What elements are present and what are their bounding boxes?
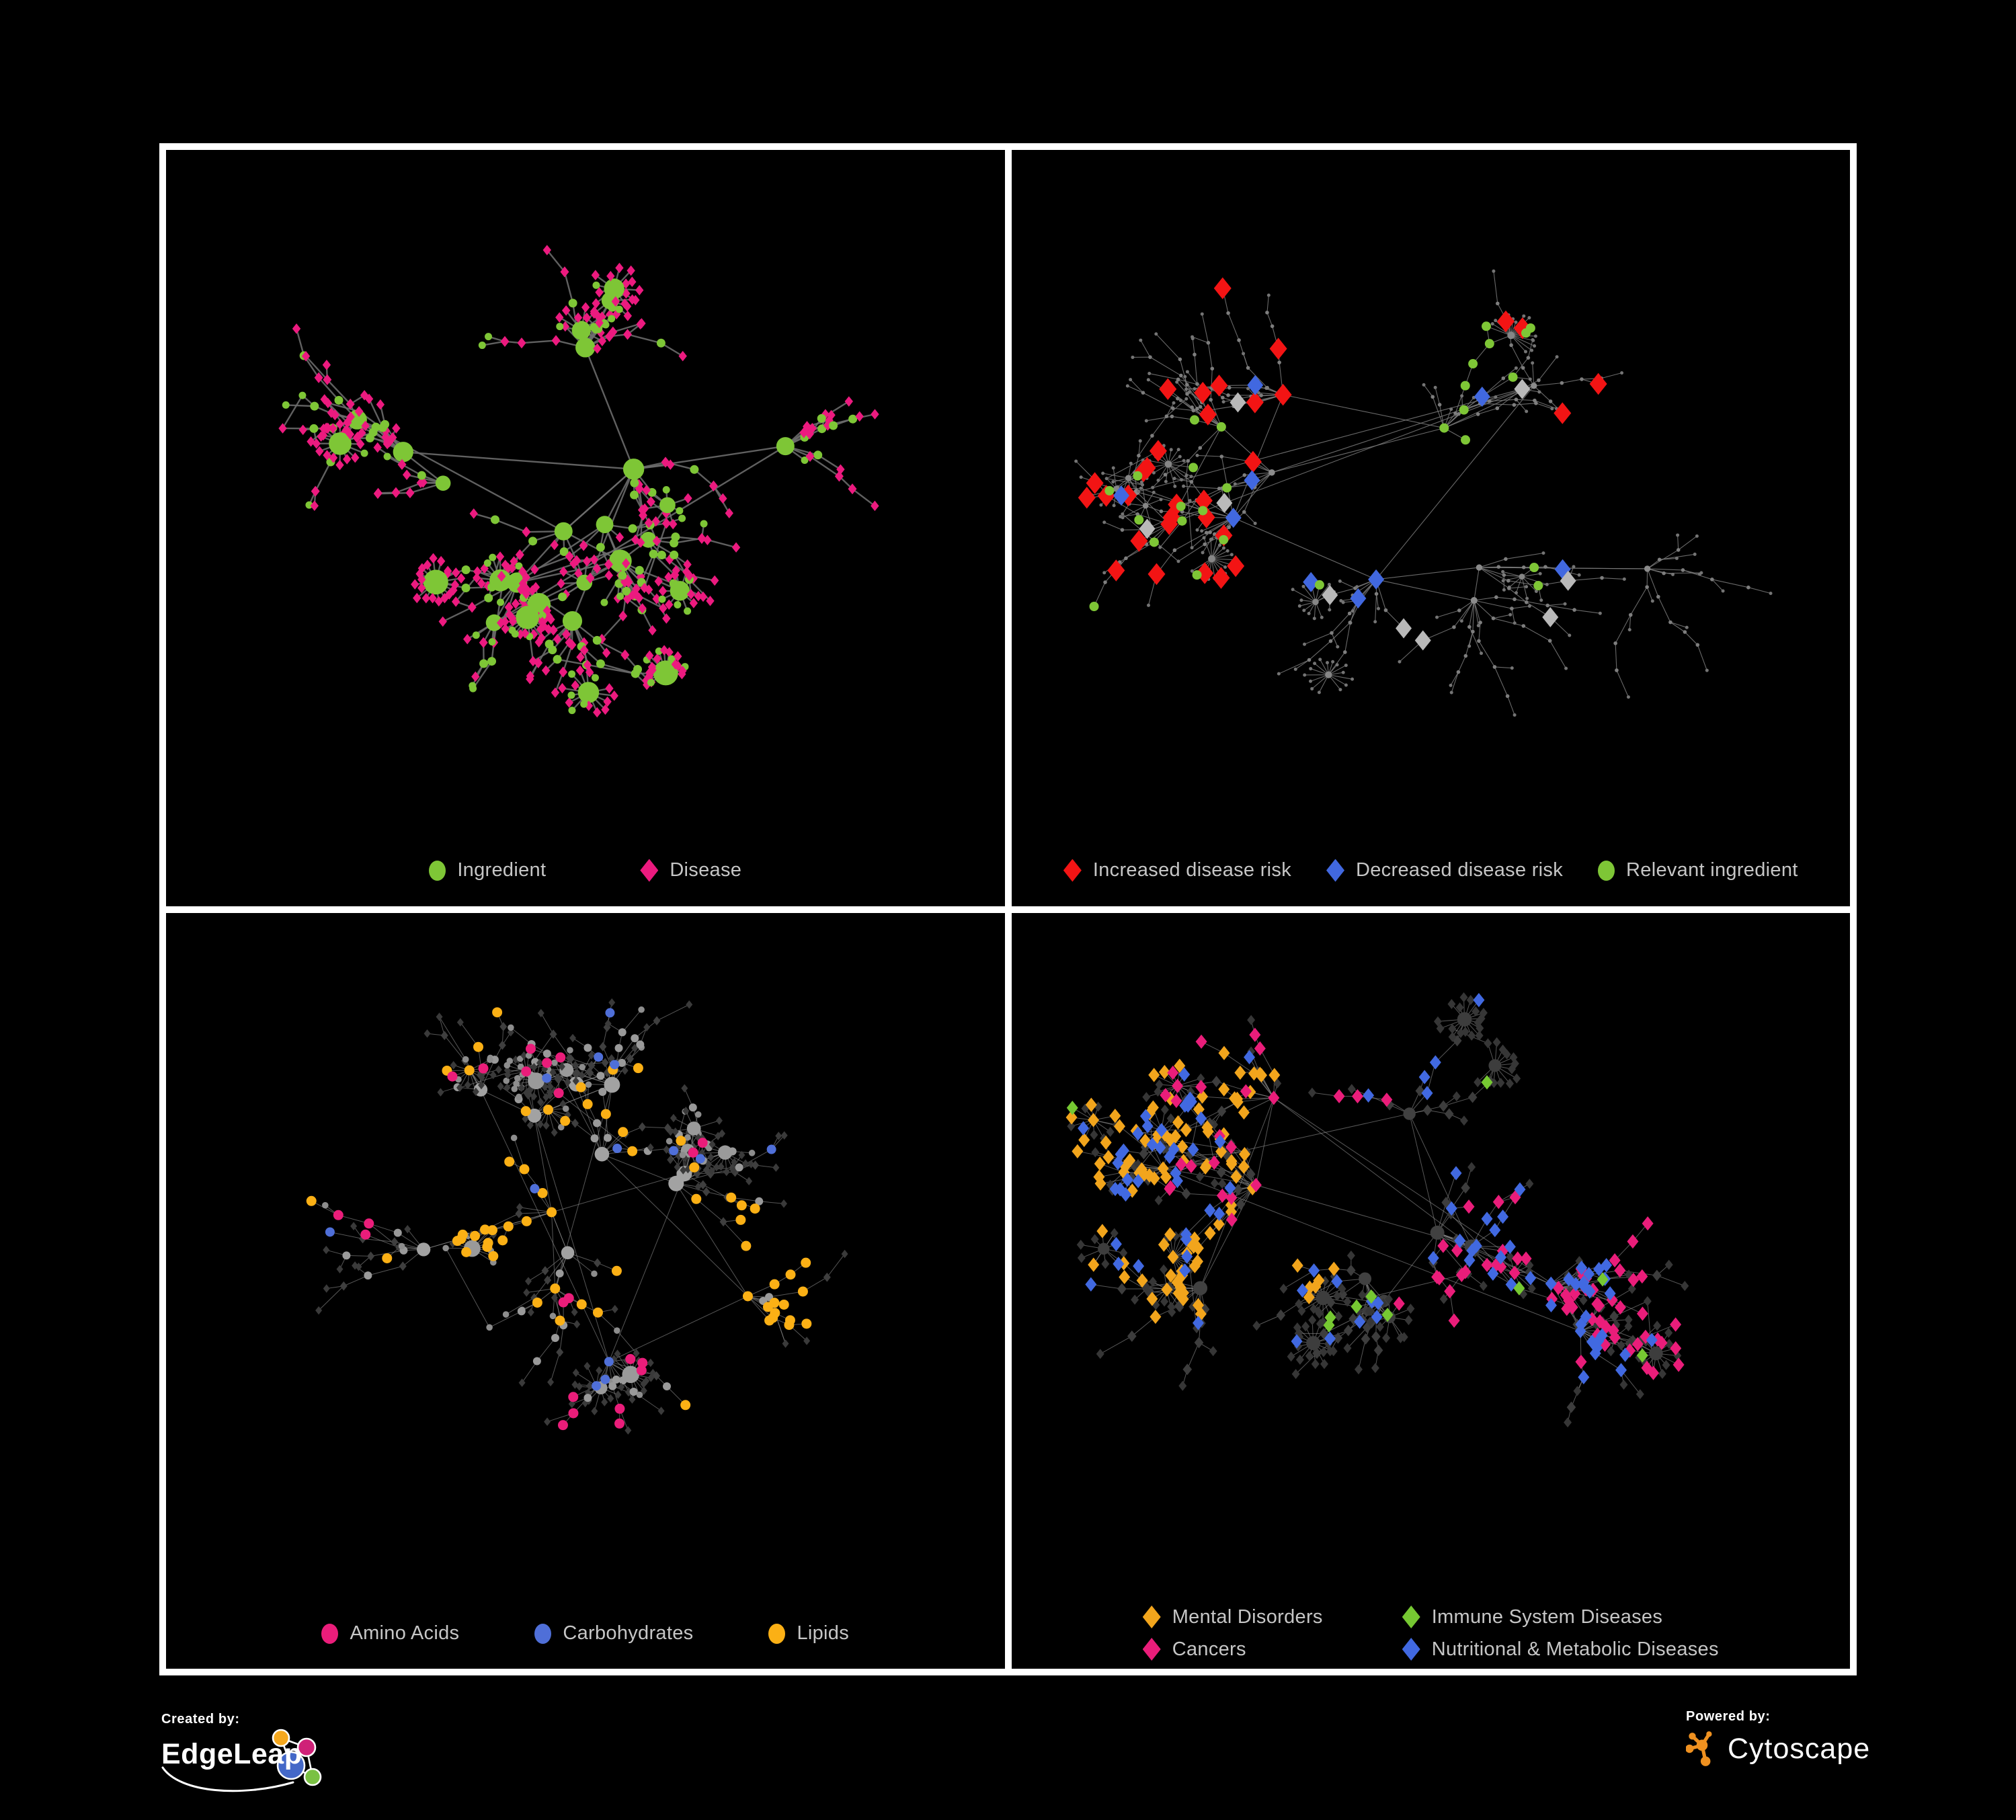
cytoscape-lockup: Cytoscape [1686, 1730, 1870, 1768]
legend-label-cancers: Cancers [1172, 1638, 1246, 1660]
legend-item-immune-system-diseases: Immune System Diseases [1402, 1606, 1719, 1628]
immune-system-diseases-swatch-icon [1402, 1606, 1420, 1628]
panel-macronutrient-network: Amino Acids Carbohydrates Lipids [166, 912, 1005, 1669]
ingredient-disease-network-graph [278, 245, 879, 718]
legend-item-disease: Disease [640, 859, 741, 882]
legend-label-carbohydrates: Carbohydrates [563, 1622, 694, 1644]
legend-label-mental-disorders: Mental Disorders [1172, 1606, 1323, 1628]
legend-disease-risk: Increased disease risk Decreased disease… [1012, 859, 1851, 882]
legend-label-decreased-risk: Decreased disease risk [1356, 859, 1564, 881]
cytoscape-wordmark: Cytoscape [1728, 1732, 1871, 1765]
legend-label-lipids: Lipids [797, 1622, 850, 1644]
legend-label-relevant-ingredient: Relevant ingredient [1626, 859, 1798, 881]
legend-disease-categories: Mental Disorders Immune System Diseases … [1012, 1606, 1851, 1661]
cytoscape-logo-icon [1686, 1731, 1712, 1766]
legend-label-increased-risk: Increased disease risk [1092, 859, 1292, 881]
decreased-risk-swatch-icon [1326, 859, 1345, 882]
edgeleap-logo-icon [161, 1729, 322, 1792]
edgeleap-wordmark: EdgeLeap [161, 1738, 303, 1770]
macronutrient-network-graph [306, 998, 848, 1435]
powered-by-block: Powered by: Cytoscape [1686, 1709, 1870, 1768]
disease-risk-network-graph [1074, 269, 1773, 717]
panel-ingredient-disease-network: Ingredient Disease [166, 150, 1005, 906]
legend-item-carbohydrates: Carbohydrates [534, 1622, 693, 1645]
cancers-swatch-icon [1142, 1638, 1161, 1661]
edgeleap-lockup: EdgeLeap [161, 1729, 343, 1798]
legend-item-decreased-risk: Decreased disease risk [1326, 859, 1563, 882]
legend-label-disease: Disease [670, 859, 742, 881]
increased-risk-swatch-icon [1063, 859, 1082, 882]
relevant-ingredient-swatch-icon [1598, 860, 1615, 881]
lipids-swatch-icon [768, 1623, 786, 1644]
panel-grid: Ingredient Disease Increased disease ris… [159, 143, 1857, 1675]
amino-acids-swatch-icon [321, 1623, 339, 1644]
legend-item-relevant-ingredient: Relevant ingredient [1598, 859, 1798, 881]
legend-ingredient-disease: Ingredient Disease [166, 859, 1005, 882]
carbohydrates-swatch-icon [534, 1623, 552, 1644]
legend-label-ingredient: Ingredient [457, 859, 547, 881]
legend-macronutrients: Amino Acids Carbohydrates Lipids [166, 1622, 1005, 1645]
legend-item-lipids: Lipids [768, 1622, 849, 1645]
legend-label-immune-system-diseases: Immune System Diseases [1431, 1606, 1663, 1628]
panel-disease-category-network: Mental Disorders Immune System Diseases … [1011, 912, 1851, 1669]
ingredient-swatch-icon [429, 860, 446, 881]
mental-disorders-swatch-icon [1142, 1606, 1161, 1628]
created-by-block: Created by: EdgeLeap [161, 1712, 343, 1798]
legend-item-amino-acids: Amino Acids [321, 1622, 459, 1645]
created-by-label: Created by: [161, 1712, 240, 1727]
legend-item-cancers: Cancers [1142, 1638, 1323, 1661]
legend-item-nutritional-metabolic-diseases: Nutritional & Metabolic Diseases [1402, 1638, 1719, 1661]
legend-label-amino-acids: Amino Acids [350, 1622, 460, 1644]
panel-disease-risk-network: Increased disease risk Decreased disease… [1011, 150, 1851, 906]
disease-category-network-graph [1065, 992, 1689, 1427]
legend-label-nutritional-metabolic-diseases: Nutritional & Metabolic Diseases [1431, 1638, 1719, 1660]
disease-swatch-icon [640, 859, 659, 882]
legend-item-mental-disorders: Mental Disorders [1142, 1606, 1323, 1628]
legend-item-ingredient: Ingredient [429, 859, 546, 881]
legend-item-increased-risk: Increased disease risk [1063, 859, 1291, 882]
powered-by-label: Powered by: [1686, 1709, 1771, 1724]
nutritional-metabolic-diseases-swatch-icon [1402, 1638, 1420, 1661]
